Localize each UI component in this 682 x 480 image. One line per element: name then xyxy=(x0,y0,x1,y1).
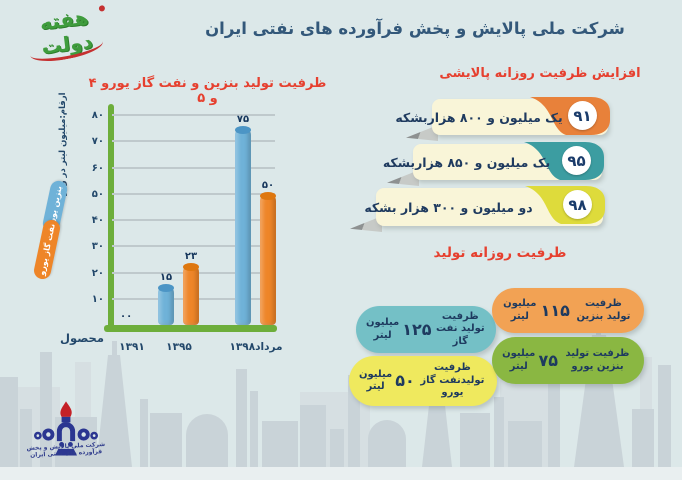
production-pill: ظرفیت تولید نفت گاز ۱۲۵ میلیون لیتر xyxy=(356,306,496,353)
refining-section-header: افزایش ظرفیت روزانه پالایشی xyxy=(439,66,641,81)
chart-plot-area: محصول ۸۰ ۷۰ ۶۰ ۵۰ ۴۰ ۳۰ ۲۰ ۱۰ ۱۳۹۱ ۱۳۹۵ مرداد۱۳۹۸ ۰… xyxy=(60,104,283,353)
x-axis-label: محصول xyxy=(60,331,104,345)
refining-ribbon: ۹۵ یک میلیون و ۸۵۰ هزاربشکه xyxy=(383,142,604,186)
y-tick-label: ۵۰ xyxy=(91,188,104,200)
pill-number: ۵۰ xyxy=(395,371,415,390)
x-tick-label: مرداد۱۳۹۸ xyxy=(229,341,283,353)
pill-label: ظرفیت تولید بنزین یورو xyxy=(565,348,630,372)
pill-label: ظرفیت تولیدنفت گاز یورو xyxy=(420,362,485,399)
page-title: شرکت ملی پالایش و پخش فرآورده های نفتی ا… xyxy=(205,19,625,38)
y-axis xyxy=(108,104,114,332)
gridline xyxy=(112,140,275,143)
bar-value-label: ۷۵ xyxy=(236,114,250,126)
ribbon-year-badge: ۹۸ xyxy=(563,190,592,219)
ribbon-label: یک میلیون و ۸۰۰ هزاربشکه xyxy=(395,109,562,125)
refining-ribbon: ۹۱ یک میلیون و ۸۰۰ هزاربشکه xyxy=(395,97,610,141)
y-tick-label: ۸۰ xyxy=(91,110,104,121)
flame-icon xyxy=(60,401,72,417)
bar-gasoline xyxy=(158,283,174,325)
gridline xyxy=(112,245,275,248)
pill-unit: میلیون لیتر xyxy=(366,317,400,341)
refinery-silhouette xyxy=(0,323,671,467)
legend-item: نفت گاز یورو xyxy=(32,218,62,281)
y-tick-label: ۳۰ xyxy=(91,241,104,253)
bar-value-label: ۵۰ xyxy=(261,179,275,191)
production-pill: ظرفیت تولید بنزین ۱۱۵ میلیون لیتر xyxy=(492,288,644,333)
x-tick-label: ۱۳۹۱ xyxy=(119,341,145,353)
x-tick-label: ۱۳۹۵ xyxy=(166,341,192,353)
pill-label: ظرفیت تولید نفت گاز xyxy=(435,310,485,347)
y-tick-label: ۱۰ xyxy=(91,293,104,305)
y-tick-label: ۲۰ xyxy=(91,267,104,279)
y-tick-label: ۴۰ xyxy=(91,215,104,226)
pill-unit: میلیون لیتر xyxy=(359,368,393,393)
gridline xyxy=(112,166,275,169)
zero-values: ۰۰ xyxy=(120,311,133,322)
production-pill: ظرفیت تولیدنفت گاز یورو ۵۰ میلیون لیتر xyxy=(349,356,497,406)
bar-value-label: ۲۳ xyxy=(184,250,198,262)
pill-number: ۱۱۵ xyxy=(540,300,570,320)
hafte-dolat-logo: هفته دولت xyxy=(13,2,119,70)
production-pill: ظرفیت تولید بنزین یورو ۷۵ میلیون لیتر xyxy=(492,337,644,384)
refining-ribbon: ۹۸ دو میلیون و ۳۰۰ هزار بشکه xyxy=(350,186,605,232)
pill-unit: میلیون لیتر xyxy=(502,348,536,372)
nioc-logo xyxy=(34,401,98,456)
ribbon-label: یک میلیون و ۸۵۰ هزاربشکه xyxy=(383,154,550,170)
gridline xyxy=(112,192,275,195)
bar-value-label: ۱۵ xyxy=(159,271,173,283)
y-tick-label: ۷۰ xyxy=(91,136,104,148)
gridline xyxy=(112,219,275,221)
pill-number: ۷۵ xyxy=(538,350,558,370)
ribbon-year-badge: ۹۱ xyxy=(568,101,597,130)
ribbon-label: دو میلیون و ۳۰۰ هزار بشکه xyxy=(364,199,533,215)
bar-gasoline xyxy=(235,126,251,325)
pill-number: ۱۲۵ xyxy=(402,319,432,339)
pill-unit: میلیون لیتر xyxy=(503,298,537,322)
x-axis xyxy=(104,325,277,332)
gridline xyxy=(112,114,275,116)
production-section-header: ظرفیت روزانه تولید xyxy=(433,245,567,261)
chart-title: ظرفیت تولید بنزین و نفت گاز یورو ۴ و ۵ xyxy=(88,76,327,106)
ribbon-year-badge: ۹۵ xyxy=(562,146,591,175)
pill-label: ظرفیت تولید بنزین xyxy=(576,298,631,322)
bottom-strip xyxy=(0,467,682,480)
bar-gasoil xyxy=(183,262,199,325)
bar-gasoil xyxy=(260,191,276,325)
y-tick-label: ۶۰ xyxy=(91,162,104,174)
